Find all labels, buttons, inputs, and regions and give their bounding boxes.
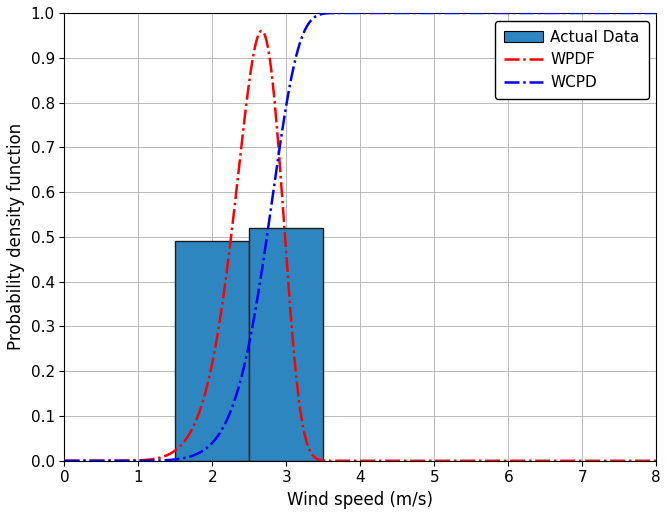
Bar (176, 241, 249, 461)
Bar (249, 228, 323, 461)
Legend: Actual Data, WPDF, WCPD: Actual Data, WPDF, WCPD (495, 21, 649, 99)
Y-axis label: Probability density function: Probability density function (7, 123, 25, 350)
X-axis label: Wind speed (m/s): Wind speed (m/s) (287, 491, 434, 509)
